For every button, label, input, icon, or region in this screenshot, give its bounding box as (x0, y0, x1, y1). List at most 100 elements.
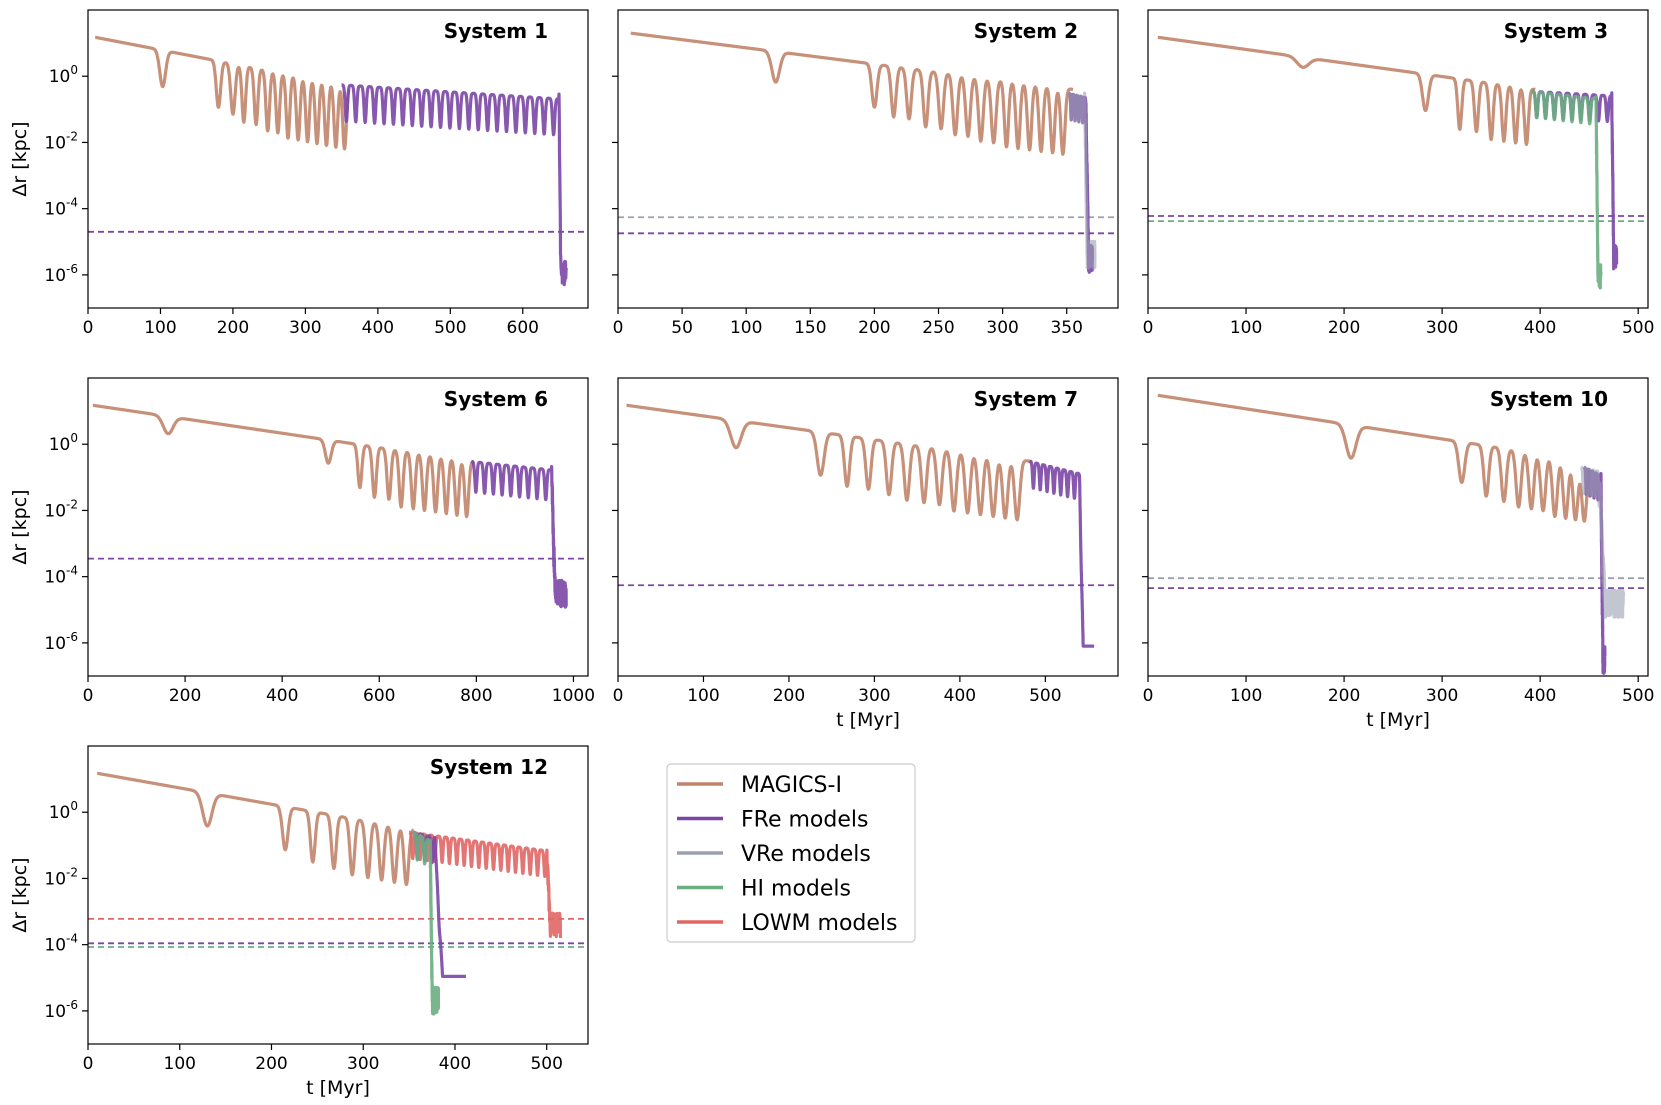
series-magics (629, 31, 1075, 156)
y-tick-label: 10-6 (44, 998, 78, 1022)
y-axis-label: Δr [kpc] (9, 121, 31, 196)
series-magics (625, 403, 1034, 522)
x-tick-label: 100 (1230, 318, 1262, 338)
series-hi (412, 830, 441, 1016)
x-tick-label: 500 (1622, 686, 1654, 706)
x-tick-label: 600 (507, 318, 539, 338)
y-tick-label: 10-4 (44, 196, 78, 220)
legend-box (666, 763, 916, 943)
x-tick-label: 300 (1426, 318, 1458, 338)
x-axis-label: t [Myr] (836, 709, 900, 731)
y-tick-label: 10-6 (44, 630, 78, 654)
x-tick-label: 500 (1622, 318, 1654, 338)
x-tick-label: 100 (144, 318, 176, 338)
series-vre (1579, 465, 1626, 619)
x-tick-label: 0 (613, 686, 624, 706)
panel-7: 0 100 200 300 400 500 100 10-2 10-4 10-6 System 12… (9, 745, 589, 1099)
legend-label: VRe models (741, 842, 871, 867)
x-tick-label: 0 (83, 1054, 94, 1074)
panel-5: 0 100 200 300 400 500 System 7 t [Myr] (612, 377, 1119, 731)
axes-frame (87, 377, 589, 677)
axes-frame (1147, 377, 1649, 677)
panel-2: 0 50 100 150 200 250 300 350 System 2 (612, 9, 1119, 338)
x-tick-label: 200 (1328, 318, 1360, 338)
x-tick-label: 600 (363, 686, 395, 706)
x-tick-label: 400 (1524, 318, 1556, 338)
x-tick-label: 800 (460, 686, 492, 706)
x-tick-label: 50 (671, 318, 693, 338)
series-magics (1156, 393, 1591, 523)
panel-title: System 10 (1490, 387, 1608, 411)
x-tick-label: 100 (1230, 686, 1262, 706)
y-tick-label: 100 (49, 799, 78, 823)
series-hi (1530, 89, 1603, 290)
panel-title: System 3 (1504, 19, 1608, 43)
x-tick-label: 400 (944, 686, 976, 706)
x-tick-label: 400 (1524, 686, 1556, 706)
legend: MAGICS-I FRe models VRe models HI models LOW… (666, 763, 916, 943)
x-tick-label: 0 (1143, 686, 1154, 706)
x-tick-label: 500 (1029, 686, 1061, 706)
x-tick-label: 100 (164, 1054, 196, 1074)
x-tick-label: 100 (730, 318, 762, 338)
series-magics (91, 403, 476, 519)
x-tick-label: 1000 (552, 686, 595, 706)
y-tick-label: 10-4 (44, 932, 78, 956)
panel-title: System 6 (444, 387, 548, 411)
x-tick-label: 350 (1050, 318, 1082, 338)
y-axis-label: Δr [kpc] (9, 489, 31, 564)
series-vre (1067, 91, 1097, 270)
panel-4: 0 200 400 600 800 1000 100 10-2 10-4 10-6 System 6… (9, 377, 595, 706)
axes-frame (87, 745, 589, 1045)
y-tick-label: 10-2 (44, 865, 78, 889)
y-tick-label: 100 (49, 431, 78, 455)
x-tick-label: 100 (687, 686, 719, 706)
x-tick-label: 0 (613, 318, 624, 338)
x-tick-label: 400 (439, 1054, 471, 1074)
x-tick-label: 200 (773, 686, 805, 706)
x-tick-label: 200 (1328, 686, 1360, 706)
series-fre (340, 83, 568, 287)
axes-frame (1147, 9, 1649, 309)
legend-label: LOWM models (741, 911, 897, 936)
axes-frame (617, 377, 1119, 677)
y-tick-label: 10-2 (44, 497, 78, 521)
x-tick-label: 0 (83, 686, 94, 706)
series-fre (412, 830, 468, 978)
panel-title: System 2 (974, 19, 1078, 43)
x-tick-label: 200 (858, 318, 890, 338)
x-tick-label: 0 (1143, 318, 1154, 338)
x-tick-label: 250 (922, 318, 954, 338)
y-tick-label: 10-2 (44, 129, 78, 153)
x-tick-label: 300 (1426, 686, 1458, 706)
plot-area (1148, 393, 1648, 675)
panel-title: System 1 (444, 19, 548, 43)
x-tick-label: 300 (858, 686, 890, 706)
axes-frame (87, 9, 589, 309)
x-tick-label: 500 (530, 1054, 562, 1074)
panel-1: 0 100 200 300 400 500 600 100 10-2 10-4 10-6 System… (9, 9, 589, 338)
plot-area (1148, 35, 1648, 290)
plot-area (618, 31, 1118, 274)
x-tick-label: 200 (169, 686, 201, 706)
x-tick-label: 300 (986, 318, 1018, 338)
plot-area (88, 771, 588, 1016)
plot-area (618, 403, 1118, 648)
x-tick-label: 300 (347, 1054, 379, 1074)
legend-label: MAGICS-I (741, 773, 842, 798)
panel-6: 0 100 200 300 400 500 System 10 t [Myr] (1142, 377, 1654, 731)
panel-3: 0 100 200 300 400 500 System 3 (1142, 9, 1654, 338)
x-tick-label: 400 (362, 318, 394, 338)
plot-area (88, 35, 588, 287)
panel-title: System 12 (430, 755, 548, 779)
x-tick-label: 150 (794, 318, 826, 338)
series-fre (470, 460, 568, 609)
legend-label: HI models (741, 877, 851, 902)
y-axis-label: Δr [kpc] (9, 857, 31, 932)
series-magics (93, 35, 351, 151)
plot-area (88, 403, 588, 609)
x-tick-label: 200 (217, 318, 249, 338)
x-tick-label: 0 (83, 318, 94, 338)
x-axis-label: t [Myr] (1366, 709, 1430, 731)
